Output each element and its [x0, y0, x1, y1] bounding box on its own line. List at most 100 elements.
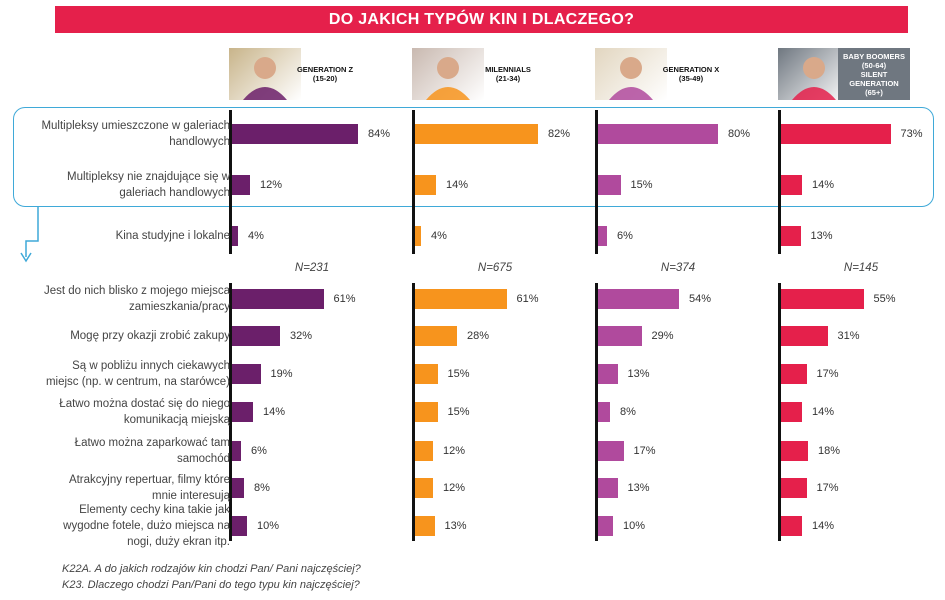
bar-value-label: 80%: [728, 128, 751, 140]
bar: [781, 441, 808, 461]
bar-value-label: 17%: [816, 482, 839, 494]
reason-label: Elementy cechy kina takie jak wygodne fot…: [15, 502, 230, 550]
generation-header: GENERATION X (35-49): [595, 48, 731, 100]
generation-age: (50-64): [861, 60, 887, 70]
generation-age: (21-34): [495, 74, 521, 83]
axis-line: [595, 283, 598, 541]
category-label-line: Łatwo można zaparkować tam: [74, 437, 230, 449]
bar: [415, 402, 438, 422]
bar-value-label: 54%: [689, 293, 712, 305]
bar-value-label: 4%: [431, 230, 447, 242]
person-photo: [229, 48, 301, 100]
bar: [781, 226, 801, 246]
bar: [781, 402, 802, 422]
bar: [415, 441, 433, 461]
category-label-line: galeriach handlowych: [119, 187, 230, 199]
bar: [781, 516, 802, 536]
bar-value-label: 13%: [810, 230, 833, 242]
bar: [781, 289, 864, 309]
bar-value-label: 61%: [516, 293, 539, 305]
bar-value-label: 12%: [443, 482, 466, 494]
bar-value-label: 17%: [633, 445, 656, 457]
generation-label: GENERATION Z (15-20): [289, 48, 361, 100]
bar: [415, 124, 538, 144]
bar: [781, 364, 807, 384]
page-title: DO JAKICH TYPÓW KIN I DLACZEGO?: [55, 6, 908, 33]
bar: [232, 364, 261, 384]
generation-age: (15-20): [312, 74, 338, 83]
bar-value-label: 8%: [254, 482, 270, 494]
bar-value-label: 55%: [873, 293, 896, 305]
reason-label: Są w pobliżu innych ciekawych miejsc (np.…: [15, 358, 230, 390]
bar: [598, 124, 718, 144]
bar-value-label: 13%: [627, 482, 650, 494]
generation-label: GENERATION X (35-49): [655, 48, 727, 100]
bar-value-label: 14%: [812, 179, 835, 191]
generation-label: MILENNIALS (21-34): [472, 48, 544, 100]
reason-label: Atrakcyjny repertuar, filmy które mnie in…: [15, 472, 230, 504]
bar: [232, 326, 280, 346]
bar-value-label: 73%: [900, 128, 923, 140]
bar-value-label: 15%: [447, 406, 470, 418]
generation-name: GENERATION Z: [296, 65, 354, 74]
footnote-1: K22A. A do jakich rodzajów kin chodzi Pa…: [62, 563, 361, 575]
bar-value-label: 12%: [260, 179, 283, 191]
bar: [781, 124, 891, 144]
bar: [415, 326, 457, 346]
arrow-down-icon: [20, 207, 39, 263]
person-photo: [412, 48, 484, 100]
bar: [232, 175, 250, 195]
bar-value-label: 4%: [248, 230, 264, 242]
bar-value-label: 6%: [251, 445, 267, 457]
bar-value-label: 28%: [467, 330, 490, 342]
bar-value-label: 6%: [617, 230, 633, 242]
generation-label: BABY BOOMERS (50-64) SILENT GENERATION (65+…: [838, 48, 910, 100]
bar: [598, 402, 610, 422]
category-label: Multipleksy umieszczone w galeriach handl…: [15, 118, 230, 150]
bar: [598, 175, 621, 195]
bar-value-label: 13%: [627, 368, 650, 380]
generation-name: BABY BOOMERS: [843, 51, 905, 61]
sample-size-label: N=145: [843, 262, 879, 274]
category-label-line: komunikacją miejską: [123, 414, 230, 426]
generation-age: (35-49): [678, 74, 704, 83]
bar: [415, 364, 438, 384]
bar-value-label: 19%: [270, 368, 293, 380]
generation-name: MILENNIALS: [485, 65, 531, 74]
bar-value-label: 14%: [263, 406, 286, 418]
category-label-line: Atrakcyjny repertuar, filmy które: [68, 474, 230, 486]
bar: [781, 326, 828, 346]
person-photo: [595, 48, 667, 100]
bar: [598, 364, 618, 384]
axis-line: [595, 110, 598, 254]
bar: [598, 226, 607, 246]
bar-value-label: 61%: [333, 293, 356, 305]
bar: [598, 326, 642, 346]
bar-value-label: 32%: [290, 330, 313, 342]
category-label-line: nogi, duży ekran itp.: [127, 536, 230, 548]
bar-value-label: 10%: [257, 520, 280, 532]
bar: [232, 226, 238, 246]
bar: [598, 441, 624, 461]
axis-line: [778, 110, 781, 254]
category-label-line: Jest do nich blisko z mojego miejsca: [44, 285, 230, 297]
generation-header: MILENNIALS (21-34): [412, 48, 548, 100]
reason-label: Łatwo można dostać się do niego komunikac…: [15, 396, 230, 428]
category-label-line: Mogę przy okazji zrobić zakupy: [70, 330, 230, 342]
bar-value-label: 12%: [443, 445, 466, 457]
bar: [232, 289, 324, 309]
axis-line: [412, 110, 415, 254]
category-label-line: Łatwo można dostać się do niego: [59, 398, 230, 410]
category-label: Multipleksy nie znajdujące się w galeriac…: [15, 169, 230, 201]
generation-name: GENERATION X: [662, 65, 720, 74]
category-label: Kina studyjne i lokalne: [15, 228, 230, 244]
generation-header: GENERATION Z (15-20): [229, 48, 365, 100]
bar: [232, 478, 244, 498]
bar: [232, 441, 241, 461]
sample-size-label: N=675: [477, 262, 513, 274]
bar: [415, 175, 436, 195]
bar-value-label: 10%: [623, 520, 646, 532]
bar-value-label: 14%: [446, 179, 469, 191]
generation-extra-age: (65+): [865, 87, 883, 97]
bar-value-label: 82%: [548, 128, 571, 140]
